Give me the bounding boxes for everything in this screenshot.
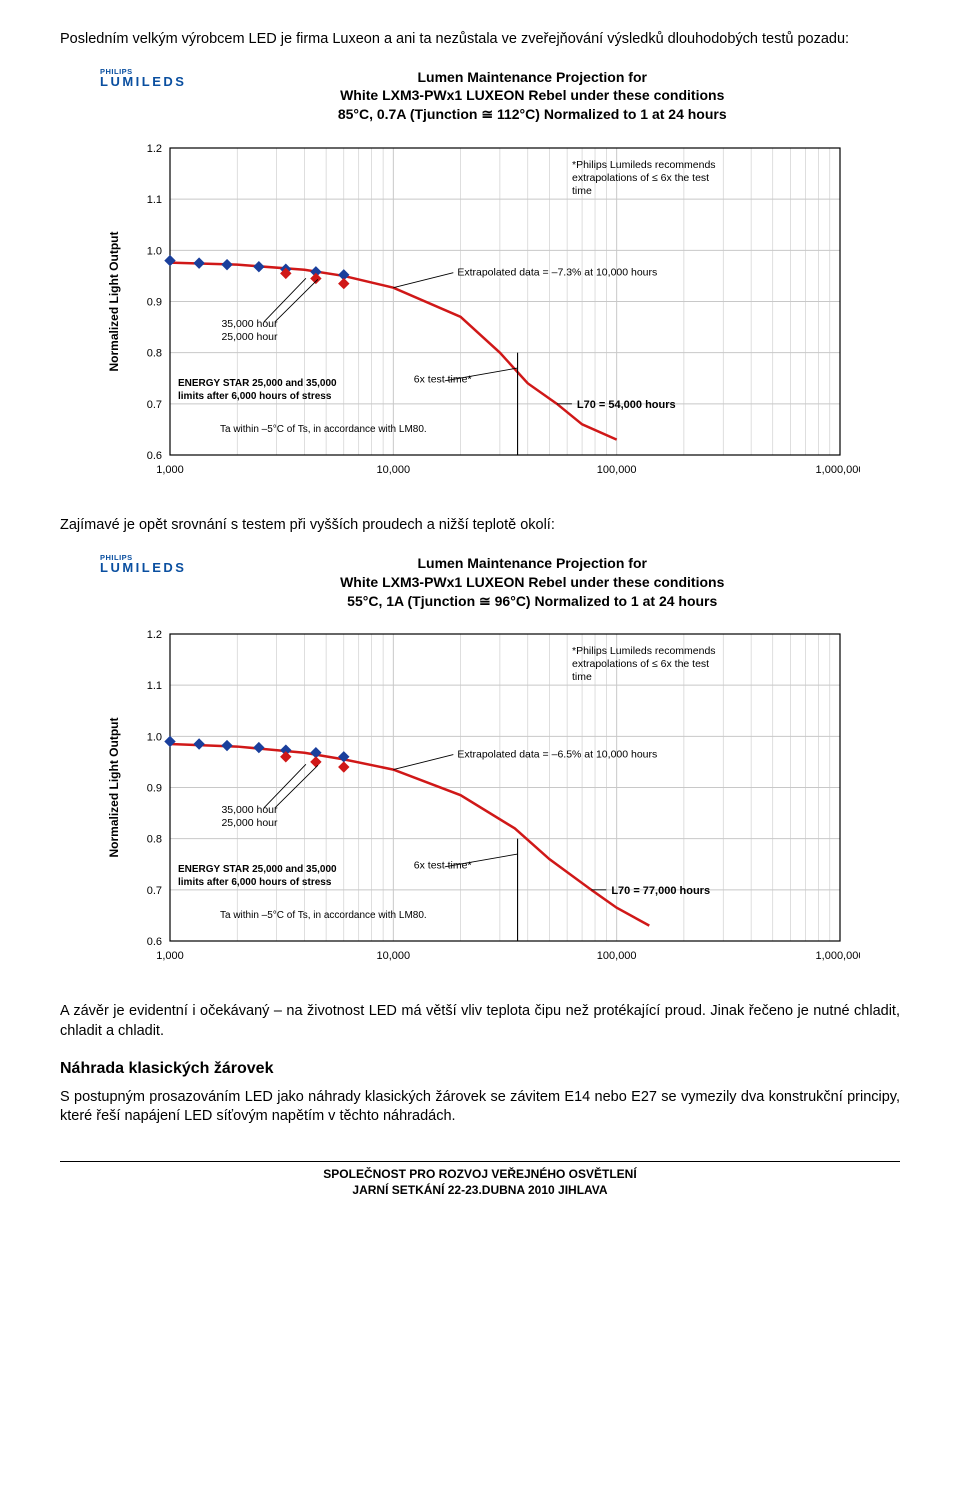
svg-text:1.1: 1.1 xyxy=(147,194,162,206)
svg-text:extrapolations of ≤ 6x the tes: extrapolations of ≤ 6x the test xyxy=(572,172,709,184)
intro-paragraph: Posledním velkým výrobcem LED je firma L… xyxy=(60,30,900,50)
svg-text:1,000: 1,000 xyxy=(156,464,184,476)
svg-text:0.6: 0.6 xyxy=(147,936,162,948)
svg-text:100,000: 100,000 xyxy=(597,950,637,962)
chart-2-svg: 0.6 0.7 0.8 0.9 1.0 1.1 1.2 1,000 10,000 100,000 1… xyxy=(100,616,860,976)
svg-text:time: time xyxy=(572,671,592,683)
title-line: 55°C, 1A (Tjunction ≅ 96°C) Normalized t… xyxy=(347,593,717,609)
svg-text:1.2: 1.2 xyxy=(147,143,162,155)
svg-text:ENERGY STAR 25,000 and 35,000: ENERGY STAR 25,000 and 35,000 xyxy=(178,864,337,875)
svg-text:Ta within –5°C of Ts, in accor: Ta within –5°C of Ts, in accordance with… xyxy=(220,424,427,435)
title-line: Lumen Maintenance Projection for xyxy=(417,69,646,85)
svg-text:Normalized Light Output: Normalized Light Output xyxy=(107,232,121,372)
brand-logo: PHILIPS LUMILEDS xyxy=(100,554,186,575)
svg-text:*Philips Lumileds recommends: *Philips Lumileds recommends xyxy=(572,159,716,171)
svg-text:0.6: 0.6 xyxy=(147,450,162,462)
svg-text:*Philips Lumileds recommends: *Philips Lumileds recommends xyxy=(572,645,716,657)
title-line: White LXM3-PWx1 LUXEON Rebel under these… xyxy=(340,574,724,590)
footer-l1: SPOLEČNOST PRO ROZVOJ VEŘEJNÉHO OSVĚTLEN… xyxy=(323,1167,636,1181)
svg-text:10,000: 10,000 xyxy=(377,464,411,476)
svg-text:0.8: 0.8 xyxy=(147,834,162,846)
svg-text:time: time xyxy=(572,185,592,197)
svg-text:Extrapolated data = –6.5% at 1: Extrapolated data = –6.5% at 10,000 hour… xyxy=(457,749,657,761)
svg-text:1,000,000: 1,000,000 xyxy=(816,464,860,476)
svg-text:6x test time*: 6x test time* xyxy=(414,860,472,872)
svg-text:Ta within –5°C of Ts, in accor: Ta within –5°C of Ts, in accordance with… xyxy=(220,910,427,921)
chart-1-svg: 0.6 0.7 0.8 0.9 1.0 1.1 1.2 1,000 10,000 100,000 1… xyxy=(100,130,860,490)
svg-text:100,000: 100,000 xyxy=(597,464,637,476)
svg-text:0.8: 0.8 xyxy=(147,348,162,360)
conclusion-paragraph: A závěr je evidentní i očekávaný – na ži… xyxy=(60,1002,900,1041)
svg-text:L70 = 77,000 hours: L70 = 77,000 hours xyxy=(611,885,710,897)
svg-text:0.9: 0.9 xyxy=(147,783,162,795)
chart-1: PHILIPS LUMILEDS Lumen Maintenance Proje… xyxy=(100,68,860,491)
brand-logo: PHILIPS LUMILEDS xyxy=(100,68,186,89)
brand-bot: LUMILEDS xyxy=(100,75,186,88)
svg-text:limits after 6,000 hours of st: limits after 6,000 hours of stress xyxy=(178,391,332,402)
svg-text:ENERGY STAR 25,000 and 35,000: ENERGY STAR 25,000 and 35,000 xyxy=(178,378,337,389)
chart-2-title: Lumen Maintenance Projection for White L… xyxy=(204,554,860,611)
svg-text:Normalized Light Output: Normalized Light Output xyxy=(107,718,121,858)
svg-text:0.7: 0.7 xyxy=(147,885,162,897)
svg-text:0.9: 0.9 xyxy=(147,297,162,309)
svg-text:6x test time*: 6x test time* xyxy=(414,374,472,386)
svg-text:25,000 hour: 25,000 hour xyxy=(221,818,278,830)
svg-text:extrapolations of ≤ 6x the tes: extrapolations of ≤ 6x the test xyxy=(572,658,709,670)
section-heading: Náhrada klasických žárovek xyxy=(60,1060,900,1078)
body-paragraph: S postupným prosazováním LED jako náhrad… xyxy=(60,1088,900,1127)
svg-text:1.1: 1.1 xyxy=(147,681,162,693)
svg-text:1.0: 1.0 xyxy=(147,732,162,744)
svg-text:Extrapolated data = –7.3% at 1: Extrapolated data = –7.3% at 10,000 hour… xyxy=(457,267,657,279)
title-line: White LXM3-PWx1 LUXEON Rebel under these… xyxy=(340,87,724,103)
svg-text:1,000,000: 1,000,000 xyxy=(816,950,860,962)
chart-2: PHILIPS LUMILEDS Lumen Maintenance Proje… xyxy=(100,554,860,977)
svg-text:0.7: 0.7 xyxy=(147,399,162,411)
svg-text:35,000 hour: 35,000 hour xyxy=(221,318,278,330)
svg-text:25,000 hour: 25,000 hour xyxy=(221,331,278,343)
svg-text:1.0: 1.0 xyxy=(147,246,162,258)
footer-l2: JARNÍ SETKÁNÍ 22-23.DUBNA 2010 JIHLAVA xyxy=(352,1183,607,1197)
title-line: Lumen Maintenance Projection for xyxy=(417,555,646,571)
page-footer: SPOLEČNOST PRO ROZVOJ VEŘEJNÉHO OSVĚTLEN… xyxy=(60,1161,900,1198)
svg-text:10,000: 10,000 xyxy=(377,950,411,962)
mid-paragraph: Zajímavé je opět srovnání s testem při v… xyxy=(60,516,900,536)
svg-text:35,000 hour: 35,000 hour xyxy=(221,805,278,817)
svg-text:1,000: 1,000 xyxy=(156,950,184,962)
chart-1-title: Lumen Maintenance Projection for White L… xyxy=(204,68,860,125)
title-line: 85°C, 0.7A (Tjunction ≅ 112°C) Normalize… xyxy=(338,106,727,122)
brand-bot: LUMILEDS xyxy=(100,561,186,574)
svg-text:limits after 6,000 hours of st: limits after 6,000 hours of stress xyxy=(178,877,332,888)
svg-text:L70 = 54,000 hours: L70 = 54,000 hours xyxy=(577,399,676,411)
svg-text:1.2: 1.2 xyxy=(147,629,162,641)
